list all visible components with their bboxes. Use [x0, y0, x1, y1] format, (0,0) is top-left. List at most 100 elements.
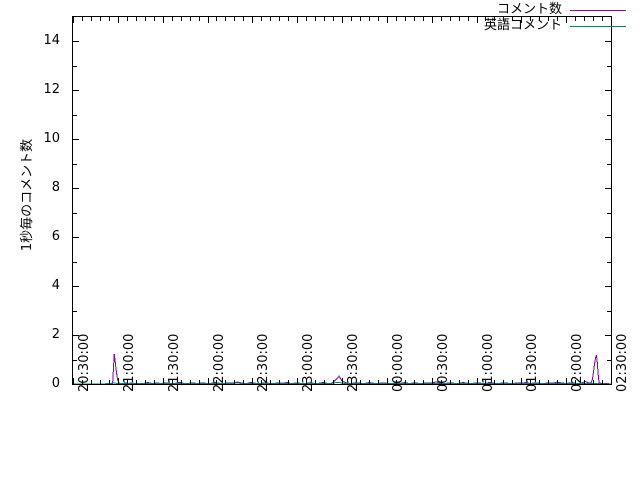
- x-axis-minor-tick-top: [153, 17, 155, 21]
- x-axis-minor-tick-top: [216, 17, 218, 21]
- x-axis-minor-tick-top: [261, 17, 263, 21]
- x-axis-minor-tick-bottom: [359, 380, 361, 384]
- y-axis-minor-tick-right: [607, 163, 611, 165]
- x-axis-tick-top: [431, 17, 433, 23]
- y-axis-tick-label: 10: [43, 131, 60, 147]
- x-axis-minor-tick-top: [180, 17, 182, 21]
- x-axis-minor-tick-bottom: [288, 380, 290, 384]
- y-axis-tick-label: 6: [51, 229, 60, 245]
- y-axis-minor-tick-right: [607, 261, 611, 263]
- y-axis-tick-right: [605, 286, 611, 288]
- x-axis-minor-tick-top: [108, 17, 110, 21]
- x-axis-tick-top: [117, 17, 119, 23]
- x-axis-minor-tick-bottom: [377, 380, 379, 384]
- x-axis-minor-tick-bottom: [180, 380, 182, 384]
- legend-color-swatch: [570, 9, 626, 11]
- x-axis-minor-tick-top: [503, 17, 505, 21]
- y-axis-tick-labels: 0 2 4 6 8 10 12 14: [0, 0, 66, 480]
- x-axis-minor-tick-bottom: [225, 380, 227, 384]
- plot-area: [72, 16, 612, 385]
- x-axis-minor-tick-top: [198, 17, 200, 21]
- x-axis-tick-bottom: [611, 378, 612, 384]
- x-axis-minor-tick-top: [99, 17, 101, 21]
- series-line: [73, 382, 611, 384]
- x-axis-minor-tick-bottom: [584, 380, 586, 384]
- x-axis-tick-label: 23:00:00: [301, 333, 317, 392]
- legend-color-swatch: [570, 25, 626, 27]
- x-axis-minor-tick-bottom: [350, 380, 352, 384]
- x-axis-minor-tick-top: [485, 17, 487, 21]
- y-axis-tick-label: 0: [51, 376, 60, 391]
- y-axis-minor-tick-right: [607, 310, 611, 312]
- y-axis-tick-right: [605, 41, 611, 43]
- x-axis-minor-tick-top: [458, 17, 460, 21]
- x-axis-minor-tick-bottom: [189, 380, 191, 384]
- x-axis-minor-tick-bottom: [216, 380, 218, 384]
- x-axis-tick-top: [566, 17, 568, 23]
- x-axis-tick-top: [207, 17, 209, 23]
- x-axis-minor-tick-bottom: [153, 380, 155, 384]
- x-axis-minor-tick-top: [557, 17, 559, 21]
- x-axis-tick-label: 02:00:00: [570, 333, 586, 392]
- y-axis-tick-right: [605, 237, 611, 239]
- y-axis-minor-tick-left: [73, 114, 77, 116]
- x-axis-minor-tick-bottom: [485, 380, 487, 384]
- y-axis-tick-left: [73, 90, 79, 92]
- x-axis-minor-tick-bottom: [315, 380, 317, 384]
- y-axis-tick-left: [73, 286, 79, 288]
- x-axis-minor-tick-bottom: [512, 380, 514, 384]
- x-axis-minor-tick-bottom: [530, 380, 532, 384]
- x-axis-minor-tick-top: [422, 17, 424, 21]
- x-axis-minor-tick-top: [449, 17, 451, 21]
- x-axis-minor-tick-bottom: [306, 380, 308, 384]
- x-axis-tick-label: 01:30:00: [525, 333, 541, 392]
- y-axis-minor-tick-right: [607, 359, 611, 361]
- x-axis-minor-tick-bottom: [126, 380, 128, 384]
- x-axis-minor-tick-top: [234, 17, 236, 21]
- x-axis-minor-tick-bottom: [90, 380, 92, 384]
- y-axis-tick-left: [73, 188, 79, 190]
- x-axis-tick-bottom: [117, 378, 119, 384]
- x-axis-minor-tick-top: [530, 17, 532, 21]
- x-axis-minor-tick-top: [593, 17, 595, 21]
- x-axis-minor-tick-top: [225, 17, 227, 21]
- legend-item: コメント数: [484, 2, 626, 18]
- x-axis-minor-tick-top: [333, 17, 335, 21]
- x-axis-minor-tick-bottom: [440, 380, 442, 384]
- x-axis-tick-top: [73, 17, 74, 23]
- x-axis-minor-tick-bottom: [144, 380, 146, 384]
- y-axis-minor-tick-left: [73, 359, 77, 361]
- y-axis-tick-label: 14: [43, 33, 60, 49]
- x-axis-tick-label: 22:30:00: [256, 333, 272, 392]
- x-axis-minor-tick-top: [270, 17, 272, 21]
- x-axis-minor-tick-bottom: [279, 380, 281, 384]
- y-axis-tick-right: [605, 139, 611, 141]
- x-axis-minor-tick-top: [81, 17, 83, 21]
- x-axis-minor-tick-bottom: [548, 380, 550, 384]
- x-axis-tick-bottom: [207, 378, 209, 384]
- x-axis-minor-tick-bottom: [324, 380, 326, 384]
- y-axis-tick-left: [73, 237, 79, 239]
- x-axis-minor-tick-top: [126, 17, 128, 21]
- x-axis-minor-tick-bottom: [449, 380, 451, 384]
- x-axis-minor-tick-bottom: [243, 380, 245, 384]
- x-axis-minor-tick-bottom: [135, 380, 137, 384]
- x-axis-minor-tick-top: [288, 17, 290, 21]
- x-axis-minor-tick-top: [315, 17, 317, 21]
- x-axis-tick-label: 00:30:00: [435, 333, 451, 392]
- x-axis-minor-tick-top: [359, 17, 361, 21]
- x-axis-minor-tick-bottom: [467, 380, 469, 384]
- x-axis-minor-tick-bottom: [413, 380, 415, 384]
- y-axis-tick-left: [73, 41, 79, 43]
- x-axis-minor-tick-bottom: [557, 380, 559, 384]
- x-axis-minor-tick-top: [512, 17, 514, 21]
- x-axis-minor-tick-bottom: [333, 380, 335, 384]
- x-axis-tick-bottom: [252, 378, 254, 384]
- x-axis-minor-tick-bottom: [198, 380, 200, 384]
- y-axis-tick-left: [73, 139, 79, 141]
- y-axis-tick-label: 4: [51, 278, 60, 294]
- x-axis-minor-tick-top: [467, 17, 469, 21]
- x-axis-minor-tick-top: [494, 17, 496, 21]
